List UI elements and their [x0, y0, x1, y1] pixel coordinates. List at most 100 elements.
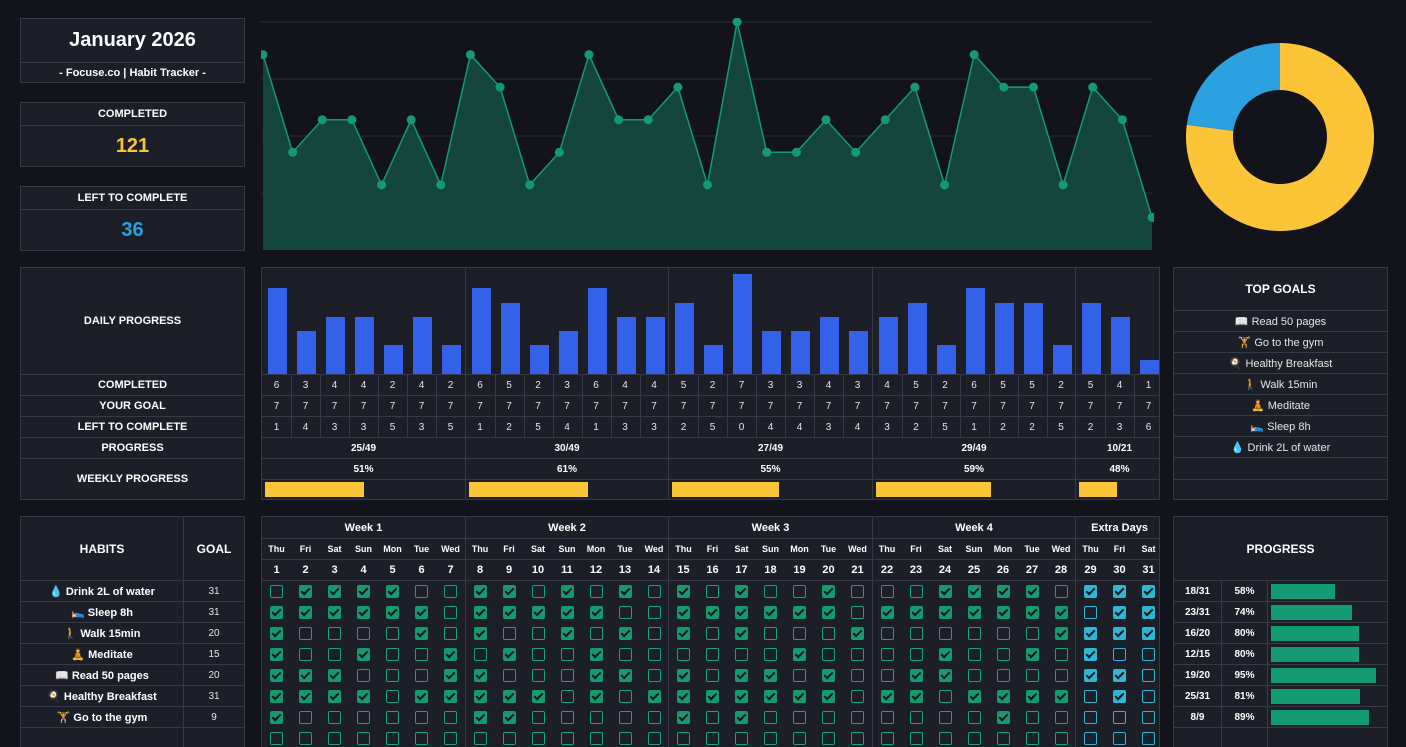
checkbox-unchecked[interactable] [793, 711, 806, 724]
checkbox-unchecked[interactable] [415, 732, 428, 745]
checkbox-checked[interactable] [880, 690, 894, 703]
checkbox-unchecked[interactable] [618, 732, 632, 745]
checkbox-checked[interactable] [299, 690, 312, 703]
checkbox-checked[interactable] [502, 648, 516, 661]
checkbox-unchecked[interactable] [1054, 732, 1068, 745]
checkbox-unchecked[interactable] [531, 585, 545, 598]
checkbox-unchecked[interactable] [764, 627, 777, 640]
checkbox-checked[interactable] [967, 606, 981, 619]
checkbox-checked[interactable] [1025, 585, 1039, 598]
checkbox-unchecked[interactable] [1084, 711, 1097, 724]
checkbox-unchecked[interactable] [851, 711, 864, 724]
checkbox-checked[interactable] [357, 585, 370, 598]
checkbox-checked[interactable] [386, 606, 399, 619]
checkbox-checked[interactable] [299, 606, 312, 619]
checkbox-unchecked[interactable] [880, 627, 894, 640]
checkbox-unchecked[interactable] [996, 732, 1010, 745]
checkbox-checked[interactable] [996, 585, 1010, 598]
checkbox-checked[interactable] [328, 690, 341, 703]
checkbox-checked[interactable] [1025, 606, 1039, 619]
checkbox-checked[interactable] [415, 606, 428, 619]
checkbox-unchecked[interactable] [1025, 627, 1039, 640]
checkbox-unchecked[interactable] [880, 711, 894, 724]
checkbox-checked[interactable] [822, 690, 835, 703]
checkbox-unchecked[interactable] [677, 648, 690, 661]
checkbox-unchecked[interactable] [1025, 732, 1039, 745]
checkbox-unchecked[interactable] [851, 690, 864, 703]
checkbox-unchecked[interactable] [967, 669, 981, 682]
checkbox-unchecked[interactable] [1142, 690, 1155, 703]
checkbox-checked[interactable] [299, 585, 312, 598]
checkbox-unchecked[interactable] [502, 669, 516, 682]
checkbox-unchecked[interactable] [880, 585, 894, 598]
checkbox-checked[interactable] [328, 606, 341, 619]
checkbox-unchecked[interactable] [880, 669, 894, 682]
checkbox-unchecked[interactable] [270, 585, 283, 598]
checkbox-checked[interactable] [502, 606, 516, 619]
checkbox-checked[interactable] [909, 690, 923, 703]
checkbox-unchecked[interactable] [1025, 711, 1039, 724]
checkbox-checked[interactable] [909, 606, 923, 619]
checkbox-checked[interactable] [270, 648, 283, 661]
checkbox-checked[interactable] [938, 606, 952, 619]
checkbox-checked[interactable] [735, 585, 748, 598]
checkbox-checked[interactable] [1025, 648, 1039, 661]
checkbox-checked[interactable] [967, 690, 981, 703]
checkbox-checked[interactable] [444, 669, 457, 682]
checkbox-checked[interactable] [677, 669, 690, 682]
checkbox-checked[interactable] [677, 711, 690, 724]
checkbox-checked[interactable] [589, 606, 603, 619]
checkbox-unchecked[interactable] [357, 732, 370, 745]
checkbox-unchecked[interactable] [415, 585, 428, 598]
checkbox-unchecked[interactable] [1054, 669, 1068, 682]
checkbox-unchecked[interactable] [909, 711, 923, 724]
checkbox-checked[interactable] [967, 585, 981, 598]
checkbox-unchecked[interactable] [444, 606, 457, 619]
checkbox-unchecked[interactable] [328, 627, 341, 640]
checkbox-unchecked[interactable] [647, 711, 661, 724]
checkbox-unchecked[interactable] [502, 627, 516, 640]
checkbox-unchecked[interactable] [589, 711, 603, 724]
checkbox-unchecked[interactable] [299, 711, 312, 724]
checkbox-unchecked[interactable] [1054, 585, 1068, 598]
checkbox-checked[interactable] [1054, 690, 1068, 703]
checkbox-checked[interactable] [1113, 669, 1126, 682]
checkbox-checked[interactable] [444, 648, 457, 661]
checkbox-unchecked[interactable] [589, 627, 603, 640]
checkbox-unchecked[interactable] [502, 732, 516, 745]
checkbox-unchecked[interactable] [793, 669, 806, 682]
checkbox-checked[interactable] [1142, 627, 1155, 640]
checkbox-checked[interactable] [502, 711, 516, 724]
checkbox-unchecked[interactable] [1113, 711, 1126, 724]
checkbox-checked[interactable] [706, 690, 719, 703]
checkbox-unchecked[interactable] [357, 627, 370, 640]
checkbox-unchecked[interactable] [589, 732, 603, 745]
checkbox-checked[interactable] [677, 690, 690, 703]
checkbox-checked[interactable] [473, 606, 487, 619]
checkbox-checked[interactable] [1142, 585, 1155, 598]
checkbox-unchecked[interactable] [1084, 732, 1097, 745]
checkbox-checked[interactable] [1084, 585, 1097, 598]
checkbox-checked[interactable] [938, 648, 952, 661]
checkbox-checked[interactable] [473, 690, 487, 703]
checkbox-checked[interactable] [328, 669, 341, 682]
checkbox-unchecked[interactable] [851, 669, 864, 682]
checkbox-checked[interactable] [735, 606, 748, 619]
checkbox-unchecked[interactable] [880, 732, 894, 745]
checkbox-checked[interactable] [589, 648, 603, 661]
checkbox-unchecked[interactable] [386, 690, 399, 703]
checkbox-checked[interactable] [270, 690, 283, 703]
checkbox-unchecked[interactable] [1142, 732, 1155, 745]
checkbox-unchecked[interactable] [909, 732, 923, 745]
checkbox-unchecked[interactable] [967, 648, 981, 661]
checkbox-unchecked[interactable] [589, 585, 603, 598]
checkbox-unchecked[interactable] [793, 627, 806, 640]
checkbox-unchecked[interactable] [822, 648, 835, 661]
checkbox-unchecked[interactable] [1142, 669, 1155, 682]
checkbox-unchecked[interactable] [996, 627, 1010, 640]
checkbox-checked[interactable] [531, 606, 545, 619]
checkbox-unchecked[interactable] [735, 648, 748, 661]
checkbox-checked[interactable] [473, 585, 487, 598]
checkbox-checked[interactable] [996, 690, 1010, 703]
checkbox-unchecked[interactable] [647, 606, 661, 619]
